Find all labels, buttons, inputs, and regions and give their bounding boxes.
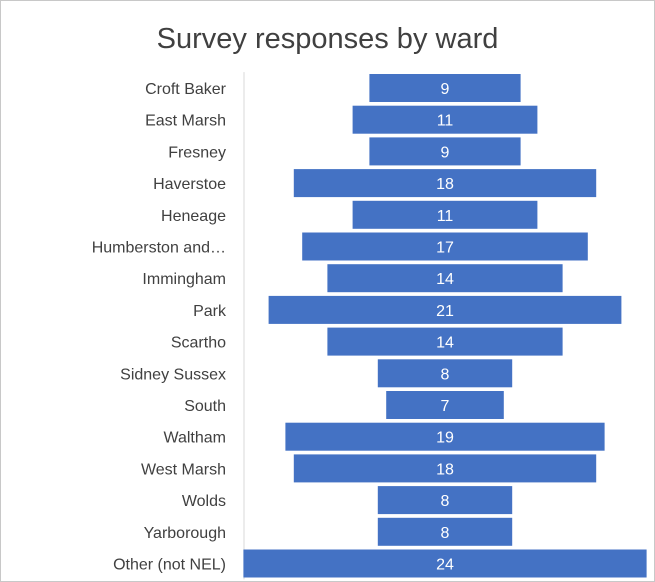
category-label: Humberston and… bbox=[92, 240, 226, 257]
data-label: 24 bbox=[436, 557, 454, 574]
bar bbox=[352, 200, 538, 229]
data-label: 19 bbox=[436, 430, 454, 447]
bar bbox=[243, 549, 647, 578]
data-label: 11 bbox=[437, 208, 454, 225]
data-label: 18 bbox=[436, 461, 454, 478]
data-label: 9 bbox=[441, 144, 450, 161]
bar bbox=[268, 295, 622, 324]
category-label: Haverstoe bbox=[153, 176, 226, 193]
data-label: 11 bbox=[437, 113, 454, 130]
data-label: 14 bbox=[436, 335, 454, 352]
bar bbox=[369, 74, 521, 102]
category-label: Croft Baker bbox=[145, 81, 227, 98]
data-label: 18 bbox=[436, 176, 454, 193]
bar bbox=[377, 517, 513, 546]
bar bbox=[369, 137, 521, 166]
bar bbox=[293, 454, 597, 483]
category-label: Yarborough bbox=[144, 525, 226, 542]
category-label: West Marsh bbox=[141, 461, 226, 478]
bar bbox=[377, 359, 513, 388]
bar bbox=[352, 105, 538, 134]
bar bbox=[302, 232, 588, 261]
category-label: Fresney bbox=[168, 144, 226, 161]
bar bbox=[386, 391, 504, 419]
bar bbox=[327, 327, 563, 356]
category-label: East Marsh bbox=[145, 113, 226, 130]
bar bbox=[285, 422, 605, 451]
category-label: Sidney Sussex bbox=[120, 366, 226, 383]
category-label: Heneage bbox=[161, 208, 226, 225]
bar bbox=[377, 486, 513, 515]
data-label: 8 bbox=[441, 525, 450, 542]
bar bbox=[327, 264, 563, 293]
data-label: 14 bbox=[436, 271, 454, 288]
chart-title: Survey responses by ward bbox=[156, 23, 499, 55]
category-label: Waltham bbox=[163, 430, 226, 447]
category-label: Park bbox=[193, 303, 227, 320]
bar bbox=[293, 169, 597, 198]
data-label: 17 bbox=[436, 240, 454, 257]
category-label: Immingham bbox=[142, 271, 226, 288]
bars-group: Croft Baker 9 East Marsh 11 Fresney 9 Haversto… bbox=[92, 74, 647, 578]
data-label: 9 bbox=[441, 81, 450, 98]
category-label: Wolds bbox=[182, 493, 226, 510]
data-label: 8 bbox=[441, 493, 450, 510]
category-label: Scartho bbox=[171, 335, 226, 352]
category-label: South bbox=[184, 398, 226, 415]
data-label: 21 bbox=[436, 303, 454, 320]
data-label: 7 bbox=[441, 398, 450, 415]
category-label: Other (not NEL) bbox=[113, 557, 226, 574]
data-label: 8 bbox=[441, 366, 450, 383]
